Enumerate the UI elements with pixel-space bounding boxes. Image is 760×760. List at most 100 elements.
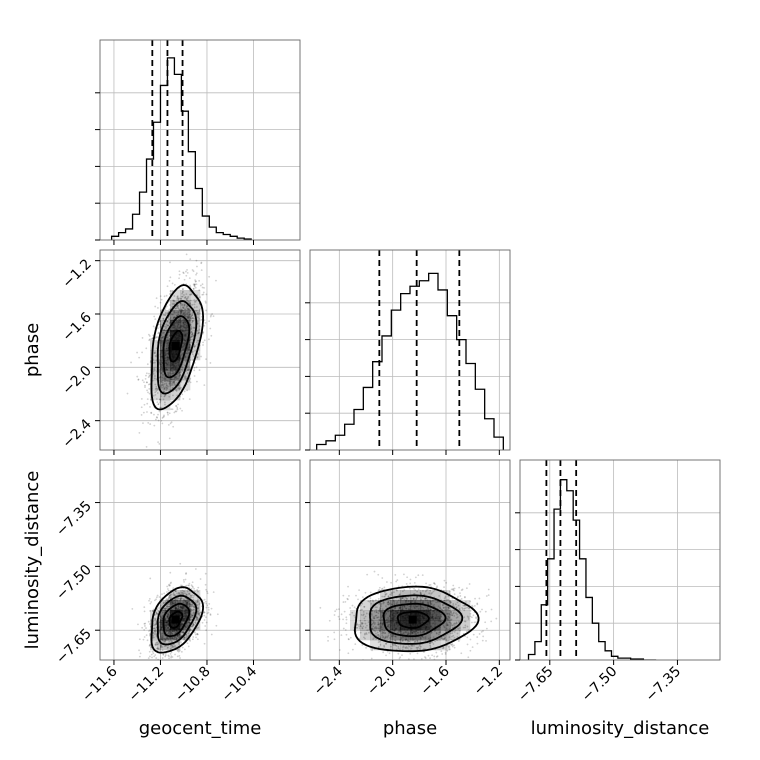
sample-point bbox=[160, 645, 163, 648]
sample-point bbox=[168, 605, 170, 608]
sample-point bbox=[398, 606, 401, 609]
sample-point bbox=[149, 374, 152, 377]
sample-point bbox=[202, 344, 204, 346]
sample-point bbox=[375, 614, 378, 617]
sample-point bbox=[177, 304, 180, 307]
sample-point bbox=[171, 384, 174, 386]
sample-point bbox=[473, 604, 476, 607]
sample-point bbox=[162, 452, 164, 454]
sample-point bbox=[205, 606, 208, 609]
sample-point bbox=[167, 654, 170, 657]
sample-point bbox=[183, 638, 186, 641]
density-cell bbox=[170, 620, 181, 631]
sample-point bbox=[166, 585, 169, 588]
sample-point bbox=[157, 413, 159, 416]
histogram-bin bbox=[209, 227, 216, 240]
sample-point bbox=[451, 597, 454, 600]
sample-point bbox=[145, 372, 148, 375]
sample-point bbox=[327, 639, 329, 642]
y-tick-label: −7.65 bbox=[53, 626, 95, 668]
histogram-bin bbox=[140, 192, 147, 240]
sample-point bbox=[191, 269, 194, 271]
histogram-bin bbox=[153, 122, 160, 240]
density-cell bbox=[170, 640, 181, 651]
sample-point bbox=[168, 331, 171, 334]
sample-point bbox=[193, 306, 196, 309]
sample-point bbox=[423, 593, 426, 596]
sample-point bbox=[169, 316, 172, 319]
histogram-bin bbox=[401, 294, 410, 450]
sample-point bbox=[161, 649, 164, 652]
sample-point bbox=[197, 600, 200, 603]
histogram-step bbox=[316, 272, 504, 450]
sample-point bbox=[158, 442, 161, 445]
sample-point bbox=[158, 642, 161, 645]
sample-point bbox=[194, 621, 197, 624]
sample-point bbox=[191, 303, 194, 306]
sample-point bbox=[416, 646, 419, 649]
sample-point bbox=[180, 304, 183, 307]
sample-point bbox=[186, 271, 189, 274]
sample-point bbox=[363, 605, 366, 608]
sample-point bbox=[394, 635, 397, 638]
sample-point bbox=[153, 629, 156, 632]
sample-point bbox=[181, 369, 184, 371]
sample-point bbox=[197, 626, 200, 629]
sample-point bbox=[162, 385, 165, 388]
sample-point bbox=[193, 611, 196, 614]
sample-point bbox=[345, 618, 348, 621]
sample-point bbox=[362, 610, 365, 613]
sample-point bbox=[192, 636, 195, 638]
sample-point bbox=[442, 638, 445, 641]
sample-point bbox=[457, 627, 460, 630]
sample-point bbox=[155, 297, 158, 300]
sample-point bbox=[395, 644, 398, 647]
sample-point bbox=[191, 616, 194, 619]
sample-point bbox=[435, 631, 438, 634]
sample-point bbox=[169, 276, 172, 279]
density-cell bbox=[160, 400, 171, 411]
sample-point bbox=[378, 603, 381, 605]
sample-point bbox=[375, 625, 377, 628]
sample-point bbox=[193, 327, 196, 330]
sample-point bbox=[186, 389, 189, 392]
sample-point bbox=[193, 284, 196, 287]
sample-point bbox=[185, 584, 188, 587]
sample-point bbox=[409, 587, 411, 590]
sample-point bbox=[416, 652, 419, 655]
sample-point bbox=[154, 391, 157, 394]
sample-point bbox=[176, 598, 179, 601]
sample-point bbox=[195, 636, 197, 639]
sample-point bbox=[188, 582, 191, 585]
sample-point bbox=[175, 405, 178, 408]
sample-point bbox=[162, 416, 165, 419]
sample-point bbox=[199, 611, 202, 614]
contour-lines bbox=[150, 284, 205, 411]
sample-point bbox=[369, 591, 372, 594]
sample-point bbox=[445, 608, 448, 611]
sample-point bbox=[191, 629, 193, 632]
sample-point bbox=[180, 386, 182, 389]
histogram-bin bbox=[335, 435, 344, 450]
histogram-bin bbox=[174, 74, 181, 240]
sample-point bbox=[171, 282, 174, 285]
sample-point bbox=[344, 629, 347, 631]
sample-point bbox=[136, 351, 138, 354]
sample-point bbox=[473, 621, 476, 624]
sample-point bbox=[425, 589, 428, 592]
sample-point bbox=[163, 415, 165, 418]
sample-point bbox=[168, 655, 170, 658]
sample-point bbox=[373, 610, 376, 613]
sample-point bbox=[474, 597, 476, 600]
sample-point bbox=[378, 640, 381, 643]
sample-point bbox=[175, 314, 178, 317]
sample-point bbox=[146, 411, 148, 413]
sample-point bbox=[173, 310, 176, 312]
sample-point bbox=[382, 602, 385, 605]
sample-point bbox=[194, 279, 197, 282]
histogram-bin bbox=[457, 340, 466, 450]
histogram-bin bbox=[548, 559, 554, 660]
histogram-bin bbox=[133, 214, 140, 240]
sample-point bbox=[158, 368, 161, 371]
sample-point bbox=[469, 649, 472, 652]
